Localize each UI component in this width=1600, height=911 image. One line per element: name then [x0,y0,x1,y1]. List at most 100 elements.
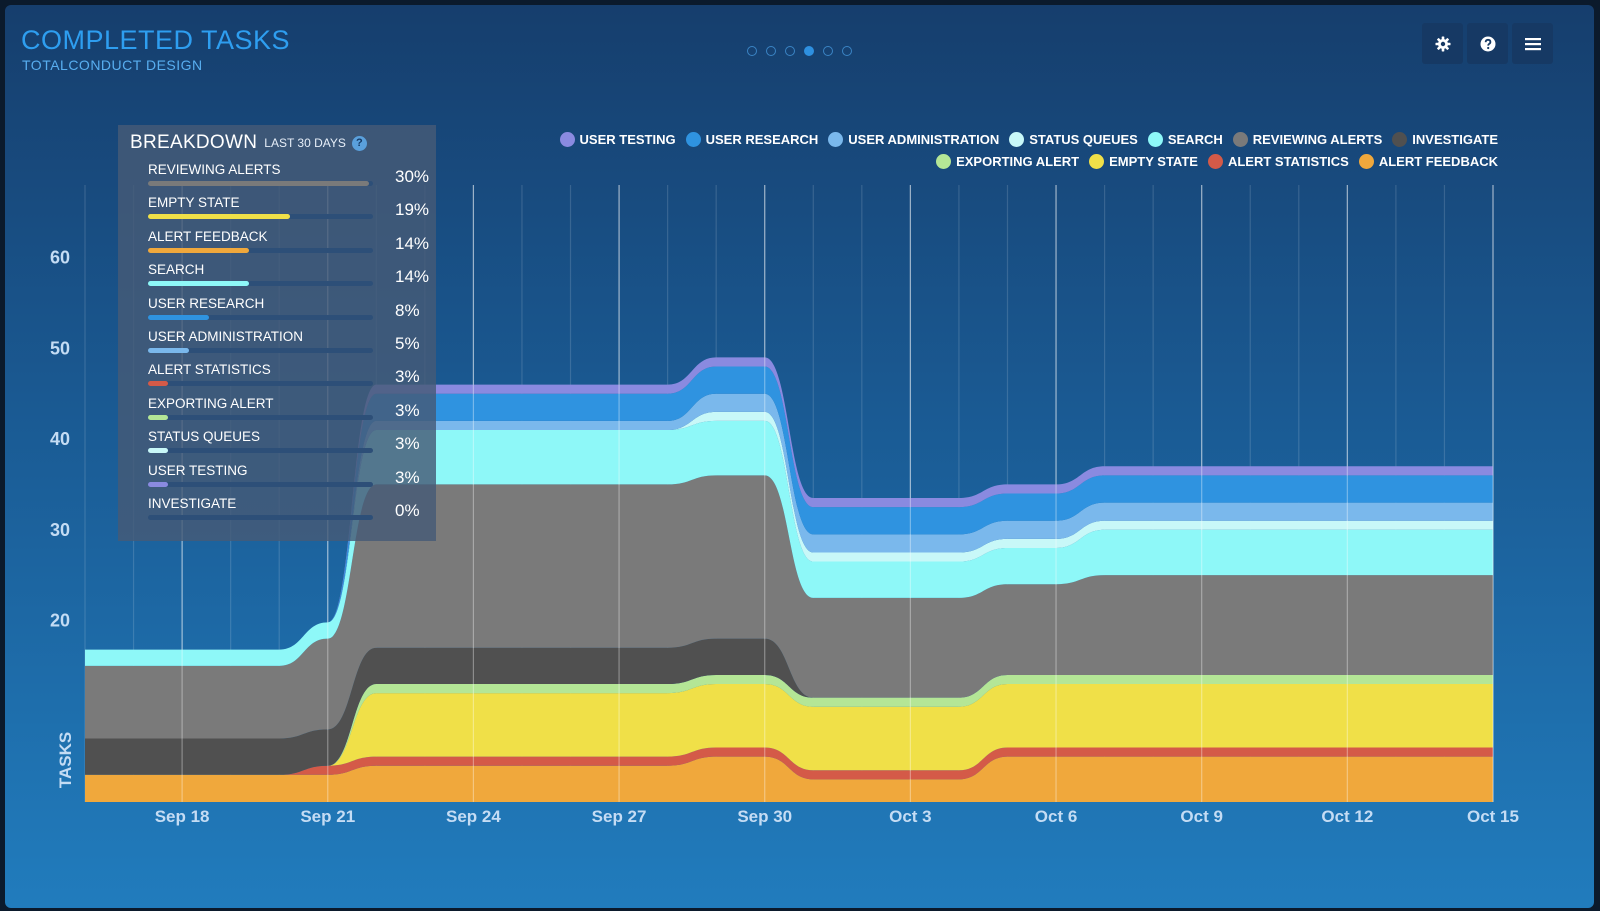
breakdown-bar-fill [148,381,169,387]
legend-item[interactable]: ALERT STATISTICS [1207,154,1349,169]
breakdown-label: REVIEWING ALERTS [148,162,281,177]
breakdown-bar-fill [148,481,169,487]
x-tick-label: Sep 21 [300,807,355,826]
legend-label: INVESTIGATE [1412,132,1498,147]
breakdown-list: REVIEWING ALERTS 30% EMPTY STATE 19% ALERT F… [130,154,429,521]
legend-row: EXPORTING ALERT EMPTY STATE ALERT STATISTI… [508,154,1498,169]
page-dot[interactable] [747,46,757,56]
legend-swatch [685,132,701,147]
breakdown-percent: 3% [395,467,420,487]
area-series [85,475,1493,739]
breakdown-bar-track [148,414,373,420]
page-dot[interactable] [785,46,795,56]
legend-item[interactable]: ALERT FEEDBACK [1358,154,1498,169]
legend-item[interactable]: REVIEWING ALERTS [1232,132,1383,147]
legend-label: USER RESEARCH [705,132,819,147]
menu-icon [1524,37,1541,50]
y-tick-label: 50 [50,338,70,358]
breakdown-label: STATUS QUEUES [148,429,261,445]
legend-label: ALERT FEEDBACK [1378,154,1498,169]
breakdown-bar-track [148,214,373,220]
x-tick-label: Sep 27 [592,807,647,826]
breakdown-bar-track [148,514,373,520]
breakdown-bar-fill [148,448,169,454]
breakdown-percent: 3% [395,400,420,420]
page-dot[interactable] [823,46,833,56]
area-series [85,674,1493,775]
breakdown-label: EMPTY STATE [148,195,240,211]
legend-label: REVIEWING ALERTS [1252,132,1383,147]
breakdown-percent: 5% [395,333,420,353]
breakdown-bar-fill [148,414,169,420]
breakdown-row: USER RESEARCH 8% [130,288,424,321]
breakdown-percent: 14% [395,267,430,287]
chart-legend: USER TESTING USER RESEARCH USER ADMINISTRA… [508,132,1498,176]
breakdown-percent: 19% [395,200,430,220]
legend-swatch [936,154,952,169]
legend-label: EXPORTING ALERT [956,154,1080,169]
help-button[interactable] [1467,23,1508,64]
x-tick-label: Sep 30 [737,807,792,826]
breakdown-percent: 3% [395,367,420,387]
page-dot[interactable] [804,46,814,56]
breakdown-row: STATUS QUEUES 3% [130,421,424,454]
help-icon [1480,36,1495,51]
breakdown-label: USER RESEARCH [148,295,265,311]
gear-icon [1435,36,1450,51]
legend-swatch [1232,132,1248,147]
legend-swatch [1009,132,1025,147]
breakdown-bar-track [148,448,373,454]
x-tick-label: Oct 12 [1321,807,1373,826]
legend-item[interactable]: SEARCH [1147,132,1223,147]
breakdown-bar-track [148,181,373,186]
legend-item[interactable]: USER TESTING [559,132,676,147]
legend-swatch [828,132,844,147]
legend-row: USER TESTING USER RESEARCH USER ADMINISTRA… [508,132,1498,147]
page-dot[interactable] [842,46,852,56]
breakdown-label: INVESTIGATE [148,495,237,511]
breakdown-label: USER ADMINISTRATION [148,328,304,344]
x-tick-label: Sep 18 [155,807,210,826]
breakdown-row: REVIEWING ALERTS 30% [130,154,429,187]
breakdown-bar-fill [148,281,250,287]
breakdown-row: INVESTIGATE 0% [130,488,424,521]
y-tick-label: 60 [50,248,70,268]
legend-swatch [1392,132,1408,147]
legend-item[interactable]: STATUS QUEUES [1009,132,1138,147]
breakdown-label: ALERT STATISTICS [148,362,271,378]
stacked-area-chart: Sep 18 Sep 21 Sep 24 Sep 27 Sep 30 Oct 3 Oct 6… [50,185,1519,826]
legend-label: USER ADMINISTRATION [848,132,1000,147]
breakdown-bar-track [148,381,373,387]
y-tick-label: 30 [50,520,70,540]
breakdown-percent: 30% [395,167,430,186]
area-series [85,756,1493,802]
legend-item[interactable]: USER ADMINISTRATION [828,132,999,147]
breakdown-label: USER TESTING [148,462,248,478]
legend-label: ALERT STATISTICS [1227,154,1349,169]
area-series [85,684,1493,775]
legend-label: SEARCH [1167,132,1223,147]
help-icon[interactable]: ? [351,135,367,151]
legend-item[interactable]: INVESTIGATE [1392,132,1498,147]
legend-item[interactable]: EXPORTING ALERT [936,154,1079,169]
area-series [85,638,1493,775]
breakdown-bar-fill [148,347,189,353]
breakdown-bar-track [148,281,373,287]
breakdown-row: ALERT STATISTICS 3% [130,354,424,387]
legend-label: EMPTY STATE [1109,154,1198,169]
settings-button[interactable] [1422,23,1463,64]
legend-item[interactable]: EMPTY STATE [1089,154,1198,169]
legend-item[interactable]: USER RESEARCH [685,132,819,147]
x-tick-label: Sep 24 [446,807,501,826]
y-tick-label: 40 [50,429,70,449]
breakdown-label: SEARCH [148,262,205,278]
breakdown-row: EXPORTING ALERT 3% [130,388,424,421]
menu-button[interactable] [1512,23,1553,64]
breakdown-row: ALERT FEEDBACK 14% [130,221,429,254]
legend-swatch [1207,154,1223,169]
y-tick-label: 20 [50,611,70,631]
page-dot[interactable] [766,46,776,56]
breakdown-title: BREAKDOWN [130,132,258,153]
breakdown-label: ALERT FEEDBACK [148,228,268,244]
dashboard-window: Sep 18 Sep 21 Sep 24 Sep 27 Sep 30 Oct 3 Oct 6… [5,5,1594,908]
